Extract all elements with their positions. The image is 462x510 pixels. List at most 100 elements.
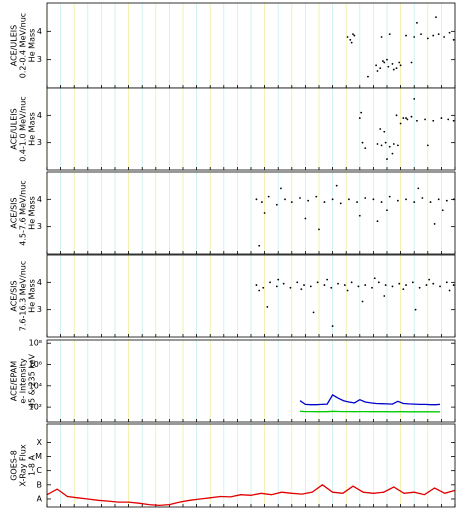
data-point	[417, 187, 420, 190]
data-point	[376, 70, 379, 72]
y-axis-label: He Mass	[28, 112, 37, 146]
panel: 3 4 ACE/ULEIS 0.4-1.0 MeV/nuc He Mass	[10, 87, 456, 171]
data-point	[380, 36, 383, 38]
y-tick-label: 3	[37, 138, 42, 147]
y-axis-label: GOES-8	[10, 450, 19, 481]
data-point	[416, 21, 418, 24]
y-tick-label: 4	[37, 278, 42, 287]
data-point	[391, 63, 394, 65]
data-point	[364, 197, 367, 199]
y-axis-label: 1-8 A	[28, 454, 37, 476]
data-point	[440, 117, 443, 119]
data-point	[388, 33, 391, 36]
y-axis-label: He Mass	[28, 29, 37, 63]
data-point	[413, 98, 416, 100]
data-point	[421, 197, 424, 199]
data-point	[377, 281, 380, 284]
data-point	[383, 130, 386, 133]
data-line	[299, 410, 440, 413]
data-point	[447, 118, 450, 121]
data-point	[361, 141, 364, 144]
y-axis-label: He Mass	[28, 196, 37, 230]
data-point	[413, 201, 416, 203]
data-point	[433, 223, 436, 225]
data-point	[326, 278, 329, 281]
data-point	[356, 201, 358, 203]
data-point	[396, 144, 399, 147]
data-point	[348, 198, 350, 201]
data-point	[331, 198, 334, 201]
data-point	[379, 67, 382, 70]
data-point	[411, 281, 414, 284]
y-axis-label: ACE/ULEIS	[10, 25, 19, 66]
y-tick-label: 10²	[29, 403, 42, 412]
data-point	[266, 306, 269, 308]
y-tick-label: 10⁴	[29, 381, 42, 390]
data-point	[300, 288, 303, 291]
data-point	[380, 201, 383, 203]
y-tick-label: 10⁶	[29, 360, 42, 369]
y-axis-label: 4.5-7.6 MeV/nuc	[19, 180, 28, 245]
data-point	[360, 111, 363, 114]
data-point	[282, 282, 285, 285]
data-point	[364, 284, 367, 286]
data-point	[452, 284, 455, 286]
data-point	[410, 115, 413, 118]
data-point	[429, 201, 432, 203]
data-point	[425, 284, 428, 286]
data-point	[357, 285, 360, 288]
data-point	[346, 289, 349, 292]
data-point	[452, 38, 455, 41]
data-point	[361, 300, 364, 303]
data-point	[387, 65, 390, 68]
data-point	[402, 288, 405, 291]
y-axis-label: 0.4-1.0 MeV/nuc	[19, 96, 28, 161]
data-point	[372, 198, 375, 201]
data-point	[437, 198, 440, 201]
data-point	[263, 212, 266, 214]
data-point	[299, 197, 301, 199]
data-point	[391, 285, 394, 288]
data-point	[399, 122, 402, 125]
data-point	[323, 201, 326, 203]
data-point	[350, 281, 353, 284]
data-point	[255, 198, 258, 201]
data-point	[445, 281, 448, 284]
data-point	[352, 33, 354, 36]
data-point	[375, 64, 378, 67]
data-point	[395, 67, 398, 70]
data-point	[413, 36, 416, 38]
y-tick-label: C	[36, 466, 42, 475]
data-point	[307, 199, 310, 202]
y-tick-label: 3	[37, 222, 42, 231]
data-point	[255, 284, 258, 286]
data-point	[258, 244, 261, 247]
data-point	[280, 187, 282, 190]
data-point	[396, 199, 399, 202]
data-point	[406, 118, 409, 121]
data-point	[315, 195, 318, 198]
data-point	[358, 214, 361, 217]
data-point	[410, 61, 413, 64]
data-point	[373, 277, 376, 280]
data-point	[392, 143, 395, 145]
data-point	[405, 34, 407, 37]
data-point	[432, 282, 435, 285]
data-point	[398, 282, 401, 285]
plot-frame	[46, 171, 456, 255]
y-axis-label: e- Intensity	[19, 358, 28, 403]
data-point	[267, 195, 270, 198]
data-point	[337, 282, 339, 285]
data-point	[448, 289, 451, 292]
data-point	[435, 16, 437, 19]
data-point	[284, 198, 286, 201]
y-tick-label: 4	[37, 111, 42, 120]
plot-frame	[46, 87, 456, 171]
data-point	[379, 128, 382, 130]
data-point	[262, 286, 265, 289]
data-point	[303, 284, 305, 286]
panel: 3 4 ACE/SIS 7.6-16.3 MeV/nuc He Mass	[10, 254, 456, 338]
y-tick-label: 4	[37, 195, 42, 204]
data-point	[335, 184, 338, 187]
data-point	[445, 199, 448, 202]
